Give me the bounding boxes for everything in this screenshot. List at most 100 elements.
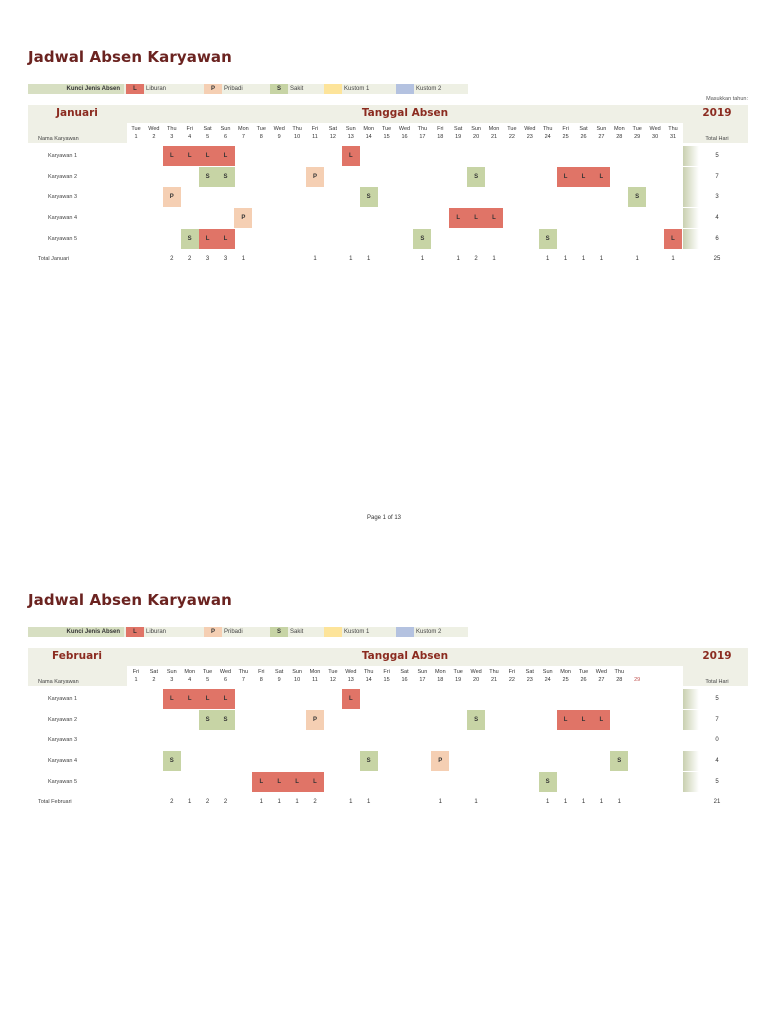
absence-cell[interactable]: L [162, 689, 181, 709]
absence-cell[interactable]: L [288, 771, 307, 792]
absence-cell[interactable]: L [180, 689, 199, 709]
absence-cell[interactable]: S [198, 166, 217, 187]
total-databar [683, 709, 699, 730]
absence-cell[interactable]: S [538, 771, 557, 792]
absence-cell[interactable]: L [198, 689, 217, 709]
absence-cell[interactable]: L [341, 146, 360, 166]
day-total: 2 [205, 799, 210, 805]
day-number: 27 [598, 677, 605, 683]
day-number: 26 [580, 677, 587, 683]
absence-cell[interactable]: S [538, 228, 557, 249]
year-band [683, 105, 748, 143]
weekday-label: Mon [363, 126, 375, 132]
absence-cell[interactable]: L [664, 228, 682, 249]
employee-name: Karyawan 5 [48, 778, 78, 785]
absence-cell[interactable]: L [306, 771, 324, 792]
day-number: 28 [616, 677, 623, 683]
month-total-row: Total Februari 2 1 2 2 1 1 1 2 1 1 1 1 1 1 1 1 1 21 [0, 797, 768, 807]
absence-cell[interactable]: S [180, 228, 199, 249]
absence-cell[interactable]: L [252, 771, 271, 792]
day-number: 17 [419, 134, 426, 140]
legend-swatch-kustom-1 [324, 627, 342, 637]
legend-swatch-pribadi: P [204, 84, 222, 94]
absence-cell[interactable]: P [162, 187, 181, 208]
absence-cell[interactable]: L [592, 709, 611, 730]
absence-cell[interactable]: L [485, 208, 503, 229]
absence-cell[interactable]: L [574, 709, 593, 730]
absence-cell[interactable]: L [341, 689, 360, 709]
absence-cell[interactable]: S [216, 166, 235, 187]
day-number: 24 [544, 677, 551, 683]
absence-cell[interactable]: P [306, 166, 324, 187]
day-total: 1 [349, 256, 353, 262]
day-total: 1 [635, 256, 639, 262]
absence-cell[interactable]: L [556, 166, 575, 187]
weekday-label: Tue [381, 126, 392, 132]
weekday-label: Thu [417, 126, 428, 132]
day-number: 21 [490, 677, 498, 683]
day-number: 25 [562, 134, 569, 140]
absence-cell[interactable]: L [556, 709, 575, 730]
absence-cell[interactable]: S [467, 166, 486, 187]
weekday-label: Sat [579, 126, 588, 132]
day-total: 1 [241, 256, 246, 262]
absence-cell[interactable]: L [216, 146, 235, 166]
weekday-label: Tue [578, 669, 589, 675]
absence-cell[interactable]: S [216, 709, 235, 730]
absence-cell[interactable]: S [628, 187, 647, 208]
employee-name: Karyawan 1 [48, 696, 78, 702]
weekday-label: Sat [203, 126, 212, 132]
weekday-label: Wed [345, 669, 357, 675]
employee-total: 4 [715, 215, 719, 222]
absence-cell[interactable]: P [306, 709, 324, 730]
day-total: 1 [259, 799, 263, 805]
day-number: 25 [562, 677, 569, 683]
absence-cell[interactable]: S [359, 187, 378, 208]
absence-cell[interactable]: L [216, 689, 235, 709]
legend-label: Kustom 2 [416, 86, 442, 92]
weekday-label: Sat [525, 669, 534, 675]
absence-cell[interactable]: L [592, 166, 611, 187]
day-number: 2 [152, 134, 156, 140]
absence-cell[interactable]: L [162, 146, 181, 166]
weekday-label: Thu [292, 126, 302, 132]
absence-cell[interactable]: S [359, 751, 378, 772]
weekday-label: Tue [328, 669, 338, 675]
absence-cell[interactable]: S [162, 751, 181, 772]
section-title: Tanggal Absen [361, 650, 449, 662]
employee-total: 5 [715, 696, 719, 702]
legend-swatch-sakit: S [270, 627, 288, 637]
absence-cell[interactable]: P [431, 751, 450, 772]
absence-cell[interactable]: S [467, 709, 486, 730]
absence-cell[interactable]: S [413, 228, 432, 249]
year-input[interactable]: 2019 [702, 650, 732, 662]
day-number: 10 [294, 677, 301, 683]
day-total: 2 [170, 256, 174, 262]
absence-cell[interactable]: S [198, 709, 217, 730]
year-band [683, 648, 748, 686]
name-column-band [28, 666, 127, 686]
year-input[interactable]: 2019 [702, 107, 732, 119]
weekday-label: Sun [542, 669, 553, 675]
absence-cell[interactable]: L [198, 228, 217, 249]
employee-total: 6 [715, 235, 719, 242]
absence-cell[interactable]: L [216, 228, 235, 249]
absence-cell[interactable]: L [449, 208, 468, 229]
day-total: 3 [205, 256, 210, 262]
absence-cell[interactable]: P [234, 208, 253, 229]
absence-cell[interactable]: L [270, 771, 289, 792]
weekday-label: Wed [470, 669, 482, 675]
day-number: 18 [437, 134, 444, 140]
day-number: 11 [312, 134, 318, 140]
day-number: 15 [383, 677, 390, 683]
weekday-label: Tue [632, 126, 642, 132]
weekday-label: Fri [508, 669, 516, 675]
weekday-label: Fri [383, 669, 390, 675]
absence-cell[interactable]: L [574, 166, 593, 187]
absence-cell[interactable]: L [198, 146, 217, 166]
absence-cell[interactable]: L [180, 146, 199, 166]
absence-cell[interactable]: S [610, 751, 629, 772]
absence-cell[interactable]: L [467, 208, 486, 229]
